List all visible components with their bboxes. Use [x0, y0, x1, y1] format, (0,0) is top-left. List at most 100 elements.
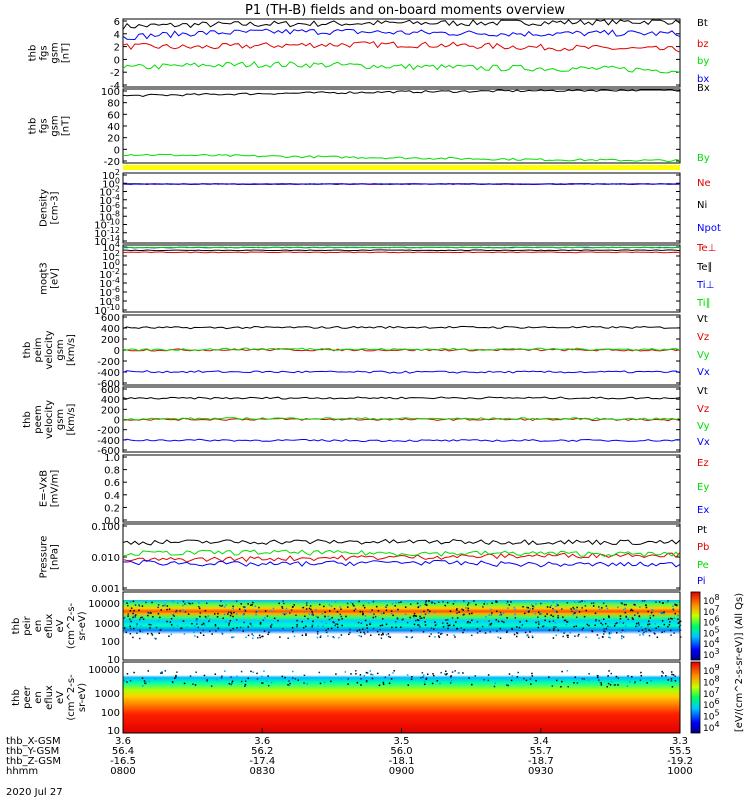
spectrogram-speck: [360, 678, 362, 680]
y-tick-label: 10-8: [99, 294, 120, 308]
spectrogram-speck: [282, 600, 284, 602]
spectrogram-speck: [380, 637, 383, 640]
spectrogram-speck: [610, 672, 613, 675]
spectrogram-speck: [506, 617, 508, 619]
spectrogram-speck: [605, 627, 608, 630]
spectrogram-speck: [372, 616, 375, 619]
spectrogram-speck: [546, 606, 549, 608]
spectrogram-speck: [620, 602, 623, 604]
spectrogram-speck: [393, 670, 395, 672]
spectrogram-speck: [264, 610, 267, 612]
spectrogram-speck: [244, 606, 246, 608]
spectrogram-speck: [336, 611, 339, 613]
x-tick-label: 1000: [667, 766, 692, 777]
spectrogram-speck: [132, 612, 134, 615]
spectrogram-speck: [575, 616, 578, 619]
spectrogram-speck: [476, 628, 479, 630]
spectrogram-speck: [427, 600, 430, 602]
spectrogram-speck: [259, 623, 262, 625]
spectrogram-speck: [364, 633, 366, 635]
y-axis-label: peim: [33, 337, 44, 362]
spectrogram-speck: [322, 625, 325, 628]
spectrogram-speck: [394, 605, 396, 607]
spectrogram-speck: [610, 681, 613, 683]
spectrogram-speck: [467, 602, 470, 604]
legend-label: by: [697, 56, 709, 67]
spectrogram-speck: [597, 675, 599, 677]
colorbar: [690, 591, 701, 661]
y-axis-label: sr-eV): [77, 611, 88, 640]
spectrogram-speck: [362, 612, 364, 615]
spectrogram-speck: [281, 607, 284, 610]
spectrogram-speck: [264, 617, 266, 619]
spectrogram-speck: [355, 672, 357, 675]
spectrogram-speck: [139, 630, 142, 633]
spectrogram-speck: [414, 619, 417, 622]
spectrogram-speck: [440, 671, 442, 674]
spectrogram-speck: [640, 626, 643, 628]
spectrogram-speck: [210, 685, 213, 687]
spectrogram-speck: [176, 671, 178, 673]
spectrogram-speck: [331, 616, 334, 619]
x-tick-label: 3.4: [533, 736, 549, 747]
legend-label: Ti∥: [696, 298, 711, 309]
x-tick-label: 55.7: [530, 746, 552, 757]
spectrogram-speck: [244, 683, 247, 686]
colorbar-tick-label: 105: [703, 709, 720, 723]
spectrogram-speck: [182, 609, 184, 611]
spectrogram-speck: [594, 612, 597, 615]
y-axis-label: [km/s]: [66, 334, 77, 366]
spectrogram-speck: [157, 604, 160, 606]
spectrogram-speck: [416, 602, 419, 605]
spectrogram-speck: [330, 605, 333, 608]
spectrogram-speck: [487, 674, 490, 676]
spectrogram-speck: [251, 633, 253, 635]
spectrogram-speck: [470, 634, 473, 637]
spectrogram-speck: [423, 616, 425, 619]
spectrogram-speck: [459, 630, 461, 632]
spectrogram-speck: [661, 675, 663, 677]
x-axis-row-label: thb_Y-GSM: [6, 746, 59, 757]
y-axis-label: gsm: [50, 115, 61, 136]
spectrogram-speck: [582, 627, 585, 630]
spectrogram-speck: [513, 633, 516, 636]
spectrogram-speck: [453, 600, 456, 603]
spectrogram-speck: [134, 615, 136, 618]
spectrogram-speck: [550, 604, 553, 607]
spectrogram-speck: [502, 612, 505, 614]
spectrogram-speck: [641, 600, 644, 602]
spectrogram-speck: [321, 620, 323, 623]
spectrogram-speck: [391, 603, 394, 605]
y-tick-label: 10-8: [99, 209, 120, 223]
spectrogram-speck: [444, 673, 446, 675]
spectrogram-speck: [233, 611, 235, 614]
spectrogram-speck: [366, 672, 369, 674]
spectrogram-speck: [168, 635, 170, 637]
spectrogram-speck: [198, 602, 200, 604]
spectrogram-speck: [490, 614, 493, 616]
spectrogram-speck: [544, 628, 547, 630]
spectrogram-speck: [648, 620, 650, 622]
x-tick-label: 0830: [250, 766, 275, 777]
spectrogram-speck: [188, 602, 190, 605]
spectrogram-speck: [638, 624, 640, 626]
spectrogram-speck: [259, 636, 261, 639]
spectrogram-speck: [591, 630, 594, 633]
spectrogram-speck: [516, 676, 519, 678]
spectrogram-speck: [144, 682, 146, 684]
spectrogram-speck: [354, 608, 357, 610]
spectrogram-speck: [140, 625, 142, 627]
spectrogram-speck: [283, 602, 285, 605]
spectrogram-speck: [517, 671, 519, 674]
spectrogram-speck: [235, 600, 238, 602]
series-line-bx: [122, 89, 681, 98]
spectrogram-speck: [352, 604, 355, 607]
spectrogram-speck: [199, 612, 202, 614]
spectrogram-speck: [534, 612, 537, 615]
series-line-ti∥: [122, 246, 680, 249]
spectrogram-speck: [180, 627, 182, 630]
spectrogram-speck: [595, 619, 597, 621]
spectrogram-speck: [417, 619, 420, 622]
spectrogram-speck: [420, 677, 422, 679]
spectrogram-speck: [303, 674, 306, 677]
